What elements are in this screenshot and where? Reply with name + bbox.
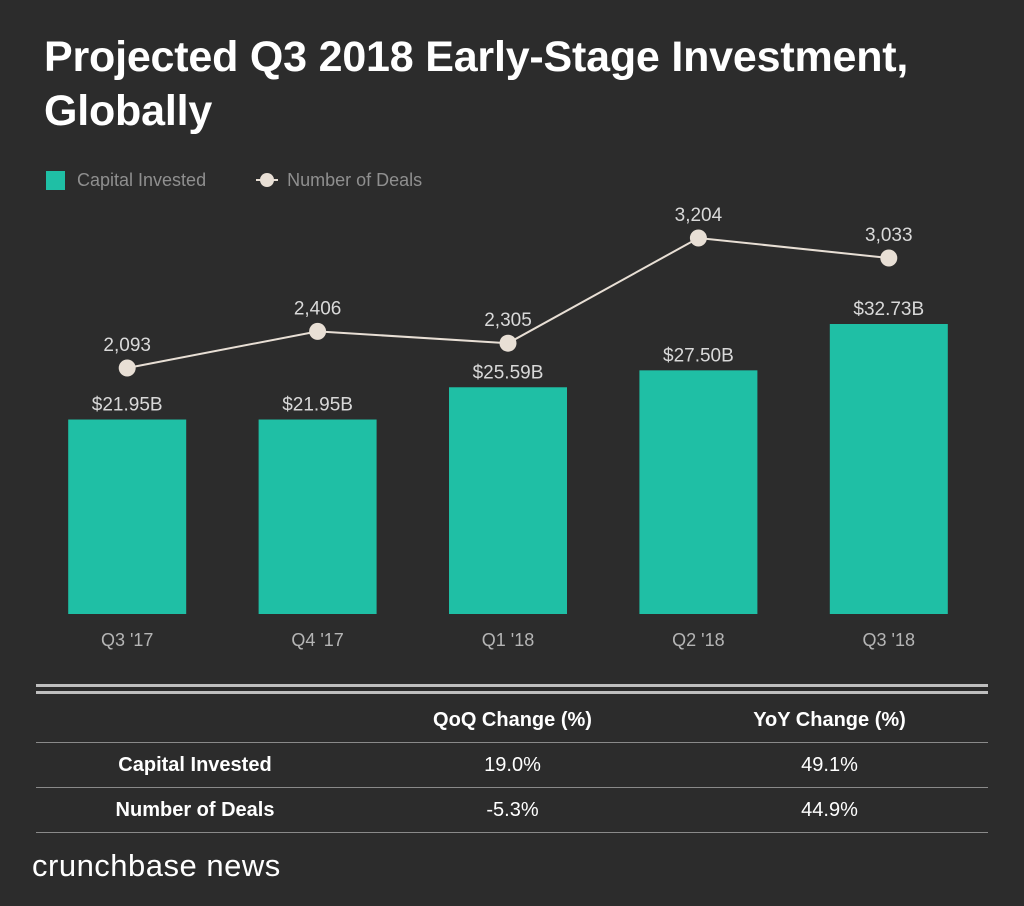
chart-legend: Capital Invested Number of Deals xyxy=(46,168,472,192)
deals-point-3 xyxy=(689,229,707,247)
legend-capital-label: Capital Invested xyxy=(77,169,207,190)
table-header-blank xyxy=(36,698,354,743)
legend-item-capital: Capital Invested xyxy=(46,170,206,191)
x-tick-label-0: Q3 '17 xyxy=(101,630,153,650)
bar-label-3: $27.50B xyxy=(663,345,734,366)
change-table: QoQ Change (%) YoY Change (%) Capital In… xyxy=(36,698,988,833)
deals-label-1: 2,406 xyxy=(294,298,342,319)
legend-bar-swatch-icon xyxy=(46,170,65,190)
deals-label-0: 2,093 xyxy=(103,335,151,356)
yoy-value: 49.1% xyxy=(671,742,988,788)
bar-0 xyxy=(68,419,187,614)
bar-label-2: $25.59B xyxy=(473,362,544,383)
x-tick-label-3: Q2 '18 xyxy=(672,630,724,650)
bar-label-4: $32.73B xyxy=(853,299,924,320)
deals-point-4 xyxy=(880,249,898,267)
bar-1 xyxy=(258,419,377,614)
qoq-value: -5.3% xyxy=(354,787,671,833)
table-top-rule xyxy=(36,684,988,694)
bar-3 xyxy=(639,370,758,614)
table-row: Number of Deals -5.3% 44.9% xyxy=(36,787,988,833)
legend-item-deals: Number of Deals xyxy=(256,170,422,191)
table-header-qoq: QoQ Change (%) xyxy=(354,698,671,743)
qoq-value: 19.0% xyxy=(354,742,671,788)
deals-point-0 xyxy=(118,359,136,377)
row-label: Number of Deals xyxy=(36,787,354,833)
combo-chart: $21.95B Q3 '17 $21.95B Q4 '17 $25.59B Q1 '18 $… xyxy=(68,205,948,650)
bar-label-0: $21.95B xyxy=(92,395,163,416)
legend-deals-label: Number of Deals xyxy=(287,169,423,190)
table-row: Capital Invested 19.0% 49.1% xyxy=(36,742,988,788)
bar-2 xyxy=(449,387,567,614)
deals-label-4: 3,033 xyxy=(865,225,913,246)
row-label: Capital Invested xyxy=(36,742,354,788)
deals-point-1 xyxy=(309,322,327,340)
bar-label-1: $21.95B xyxy=(282,395,353,416)
legend-line-marker-icon xyxy=(256,173,279,187)
table-header-yoy: YoY Change (%) xyxy=(671,698,988,743)
x-tick-label-2: Q1 '18 xyxy=(482,630,534,650)
table-header-row: QoQ Change (%) YoY Change (%) xyxy=(36,698,988,743)
deals-point-2 xyxy=(499,334,517,352)
deals-label-2: 2,305 xyxy=(484,310,532,331)
chart-title: Projected Q3 2018 Early-Stage Investment… xyxy=(44,33,909,135)
yoy-value: 44.9% xyxy=(671,787,988,833)
x-tick-label-4: Q3 '18 xyxy=(863,630,915,650)
bar-4 xyxy=(829,324,948,614)
x-tick-label-1: Q4 '17 xyxy=(291,630,343,650)
brand-logo: crunchbase news xyxy=(32,848,281,883)
deals-label-3: 3,204 xyxy=(675,205,723,226)
